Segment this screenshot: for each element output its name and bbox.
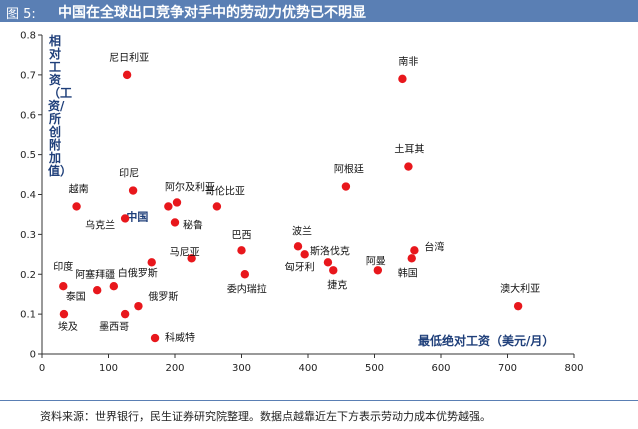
data-point: [404, 162, 413, 171]
data-point: [120, 309, 130, 319]
data-point: [237, 246, 246, 255]
data-point: [109, 282, 119, 291]
data-label: 匈牙利: [285, 260, 315, 273]
data-label: 白俄罗斯: [118, 266, 158, 279]
data-point: [407, 254, 416, 263]
x-tick-label: 600: [431, 363, 450, 374]
data-point: [187, 254, 196, 263]
x-tick-label: 400: [298, 363, 317, 374]
data-point: [398, 74, 407, 84]
data-point: [134, 301, 143, 311]
y-tick-label: 0: [30, 350, 36, 361]
data-label: 巴西: [232, 229, 252, 241]
data-point: [323, 258, 333, 267]
figure-title: 中国在全球出口竞争对手中的劳动力优势已不明显: [58, 5, 366, 21]
data-label: 阿根廷: [334, 163, 364, 176]
x-tick-label: 0: [39, 363, 45, 374]
data-label: 印度: [53, 260, 73, 273]
data-point: [373, 266, 383, 275]
y-axis-label: 相对工资（工资/所创附加值）: [48, 34, 73, 178]
y-tick-label: 0.5: [20, 150, 36, 161]
x-tick-label: 500: [365, 363, 384, 374]
data-point: [59, 282, 68, 291]
data-label: 波兰: [292, 224, 312, 237]
data-label: 乌克兰: [85, 218, 115, 231]
data-point: [72, 202, 81, 211]
data-label: 俄罗斯: [148, 290, 178, 303]
data-label: 印尼: [119, 168, 139, 180]
data-label: 尼日利亚: [109, 52, 149, 64]
data-label: 南非: [398, 55, 418, 68]
x-tick-label: 800: [564, 363, 583, 374]
data-label: 墨西哥: [99, 321, 129, 333]
source-note: 资料来源：世界银行，民生证券研究院整理。数据点越靠近左下方表示劳动力成本优势越强…: [40, 410, 491, 423]
data-label: 马尼亚: [170, 246, 200, 258]
y-tick-label: 0.8: [20, 31, 36, 42]
data-label: 越南: [69, 182, 89, 195]
data-label: 中国: [126, 209, 148, 223]
y-tick-label: 0.7: [20, 70, 36, 81]
data-label: 阿曼: [366, 255, 386, 267]
data-point: [150, 333, 160, 343]
figure-title-bar: 图 5: 中国在全球出口竞争对手中的劳动力优势已不明显: [0, 0, 638, 22]
data-point: [513, 301, 523, 311]
data-point: [212, 202, 222, 211]
figure-number: 图 5:: [6, 7, 36, 22]
data-point: [410, 246, 419, 255]
y-tick-label: 0.6: [20, 110, 36, 121]
data-label: 捷克: [327, 278, 347, 291]
data-point: [92, 286, 102, 295]
data-point: [341, 182, 351, 191]
y-tick-label: 0.2: [20, 270, 36, 281]
data-label: 台湾: [424, 240, 444, 253]
bottom-rule: [0, 400, 638, 401]
data-label: 科威特: [165, 331, 195, 344]
data-point: [122, 70, 132, 80]
x-tick-label: 200: [165, 363, 184, 374]
x-tick-label: 700: [498, 363, 517, 374]
data-label: 韩国: [398, 266, 418, 279]
data-label: 斯洛伐克: [310, 244, 350, 257]
y-tick-label: 0.1: [20, 310, 36, 321]
data-point: [147, 258, 156, 267]
data-label: 埃及: [58, 320, 78, 333]
data-label: 澳大利亚: [500, 282, 540, 295]
data-point: [164, 202, 173, 211]
data-point: [293, 242, 303, 251]
x-axis-label: 最低绝对工资（美元/月）: [418, 334, 555, 348]
data-label: 泰国: [66, 290, 86, 303]
data-point: [172, 198, 182, 207]
data-point: [120, 214, 130, 223]
data-label: 土耳其: [394, 143, 424, 156]
y-tick-label: 0.4: [20, 190, 36, 201]
x-tick-label: 300: [232, 363, 251, 374]
data-label: 阿尔及利亚: [165, 180, 215, 193]
data-label: 阿塞拜疆: [75, 268, 115, 281]
data-point: [170, 218, 180, 227]
x-tick-label: 100: [99, 363, 118, 374]
y-tick-label: 0.3: [20, 230, 36, 241]
data-point: [300, 250, 309, 259]
data-point: [59, 309, 69, 319]
data-point: [329, 266, 338, 275]
data-label: 哥伦比亚: [205, 184, 245, 197]
data-point: [128, 186, 138, 195]
data-point: [240, 270, 250, 279]
scatter-chart: 0 100 200 300 400 500 600 700 800 0 0.1 0.2 0.3 0.4 0.…: [20, 31, 583, 375]
data-label: 委内瑞拉: [227, 282, 267, 295]
data-label: 秘鲁: [183, 218, 203, 231]
